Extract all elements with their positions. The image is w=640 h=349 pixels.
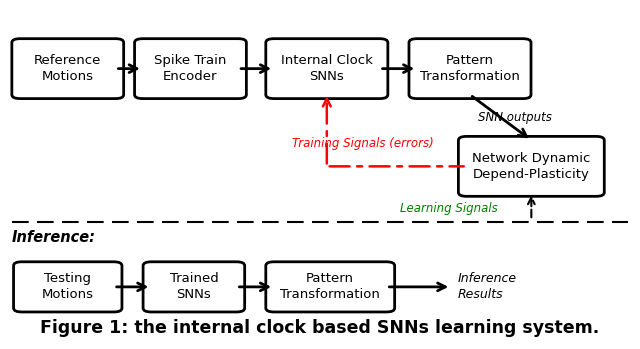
- FancyBboxPatch shape: [266, 39, 388, 99]
- Text: Network Dynamic
Depend-Plasticity: Network Dynamic Depend-Plasticity: [472, 152, 591, 181]
- Text: Learning Signals: Learning Signals: [399, 202, 497, 215]
- Text: Pattern
Transformation: Pattern Transformation: [420, 54, 520, 83]
- Text: Figure 1: the internal clock based SNNs learning system.: Figure 1: the internal clock based SNNs …: [40, 319, 600, 337]
- FancyBboxPatch shape: [143, 262, 244, 312]
- Text: Pattern
Transformation: Pattern Transformation: [280, 272, 380, 302]
- Text: Internal Clock
SNNs: Internal Clock SNNs: [281, 54, 372, 83]
- Text: Trained
SNNs: Trained SNNs: [170, 272, 218, 302]
- FancyBboxPatch shape: [12, 39, 124, 99]
- Text: SNN outputs: SNN outputs: [478, 111, 552, 124]
- FancyBboxPatch shape: [458, 136, 604, 196]
- Text: Reference
Motions: Reference Motions: [34, 54, 102, 83]
- FancyBboxPatch shape: [134, 39, 246, 99]
- FancyBboxPatch shape: [266, 262, 395, 312]
- Text: Training Signals (errors): Training Signals (errors): [292, 137, 433, 150]
- Text: Inference:: Inference:: [12, 230, 96, 245]
- FancyBboxPatch shape: [409, 39, 531, 99]
- FancyBboxPatch shape: [13, 262, 122, 312]
- Text: Testing
Motions: Testing Motions: [42, 272, 93, 302]
- Text: Spike Train
Encoder: Spike Train Encoder: [154, 54, 227, 83]
- Text: Inference
Results: Inference Results: [458, 272, 517, 302]
